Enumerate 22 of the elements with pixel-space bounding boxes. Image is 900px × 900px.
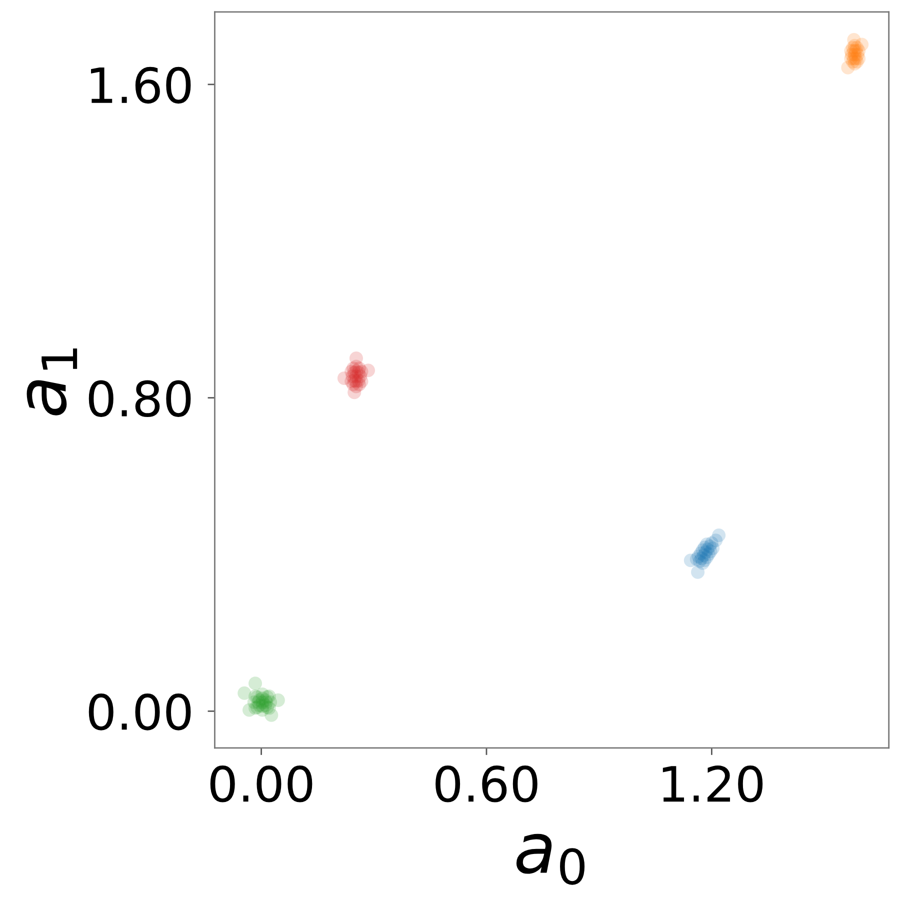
y-tick-label: 0.80	[88, 380, 191, 417]
x-tick-label: 1.20	[662, 766, 763, 802]
x-tick-label: 0.00	[210, 766, 312, 802]
y-axis-title: a$_{1}$	[26, 348, 78, 416]
point	[855, 38, 869, 52]
point	[242, 703, 256, 717]
point	[337, 371, 351, 385]
y-tick-label: 0.00	[88, 694, 191, 730]
point	[361, 364, 376, 378]
y-tick-label: 1.60	[91, 66, 191, 104]
x-tick-label: 0.60	[436, 766, 538, 802]
point	[841, 60, 855, 74]
point	[691, 565, 705, 579]
point	[264, 708, 278, 722]
point	[248, 676, 262, 690]
x-axis-title: a$_{0}$	[516, 834, 585, 885]
point	[709, 534, 723, 548]
point	[271, 693, 285, 707]
point	[349, 351, 364, 366]
point	[238, 686, 252, 700]
point	[684, 554, 698, 568]
point	[348, 386, 362, 400]
